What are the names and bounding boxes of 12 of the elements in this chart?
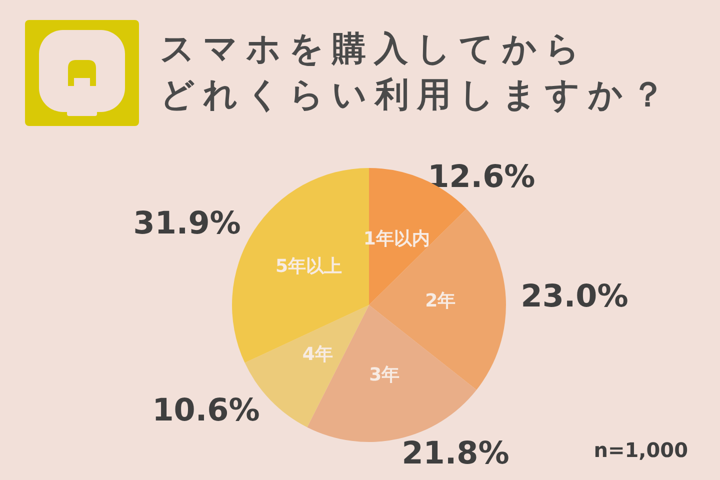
slice-label: 4年 bbox=[302, 344, 333, 366]
slice-label: 5年以上 bbox=[275, 256, 342, 278]
text: n=1,000 bbox=[594, 438, 688, 462]
slice-label: 3年 bbox=[369, 364, 400, 386]
data-label: 31.9% bbox=[133, 205, 241, 242]
data-label: 21.8% bbox=[402, 435, 510, 472]
data-label: 12.6% bbox=[428, 158, 536, 195]
chart-title: スマホを購入してからどれくらい利用しますか？ bbox=[160, 29, 673, 115]
slice-label: 2年 bbox=[425, 290, 456, 312]
data-label: 10.6% bbox=[152, 392, 260, 429]
data-label: 23.0% bbox=[520, 278, 628, 315]
slice-label: 1年以内 bbox=[363, 228, 430, 250]
